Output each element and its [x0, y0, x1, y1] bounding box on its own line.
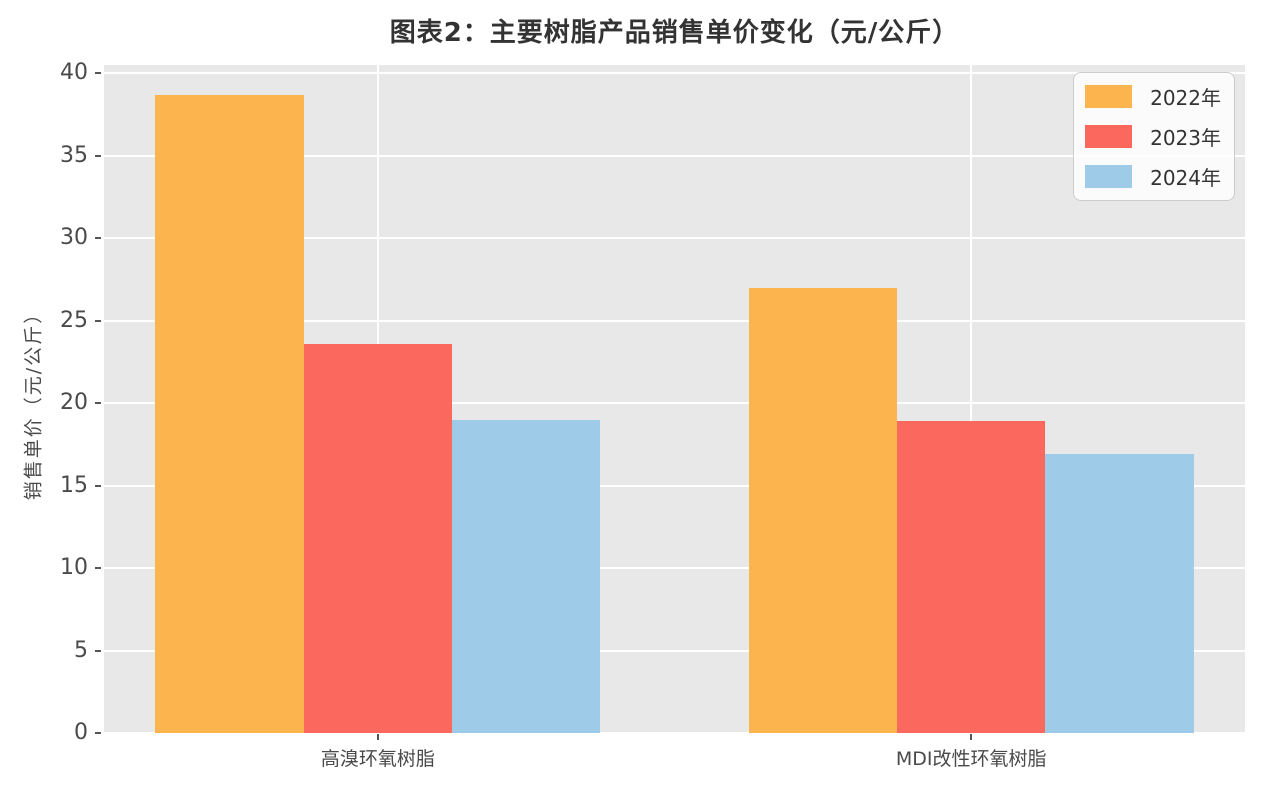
y-gridline: [104, 72, 1245, 75]
legend-item-2022年: 2022年: [1085, 82, 1221, 111]
legend-label-2023年: 2023年: [1150, 126, 1221, 150]
y-gridline: [104, 237, 1245, 240]
legend-swatch-2022年: [1085, 85, 1133, 108]
plot-area: 2022年 2023年 2024年: [104, 65, 1245, 734]
x-tick-label-1: MDI改性环氧树脂: [895, 748, 1047, 770]
y-tick-mark: [95, 72, 101, 75]
y-tick-mark: [95, 237, 101, 240]
bar-2024年-0: [452, 419, 601, 733]
y-tick-label: 25: [60, 307, 88, 333]
y-tick-label: 15: [60, 472, 88, 498]
bar-2022年-1: [748, 287, 897, 733]
legend: 2022年 2023年 2024年: [1073, 72, 1235, 201]
y-tick-label: 10: [60, 555, 88, 581]
bar-2024年-1: [1045, 454, 1194, 733]
bar-2023年-0: [303, 343, 452, 733]
y-gridline: [104, 649, 1245, 652]
y-tick-label: 20: [60, 390, 88, 416]
y-tick-mark: [95, 732, 101, 734]
legend-item-2023年: 2023年: [1085, 122, 1221, 151]
chart-title: 图表2：主要树脂产品销售单价变化（元/公斤）: [389, 18, 960, 48]
y-tick-mark: [95, 402, 101, 405]
y-gridline: [104, 732, 1245, 734]
y-tick-label: 0: [74, 720, 88, 745]
y-tick-label: 35: [60, 142, 88, 168]
y-gridline: [104, 567, 1245, 570]
y-tick-mark: [95, 484, 101, 487]
bar-2023年-1: [896, 421, 1046, 733]
legend-label-2024年: 2024年: [1150, 166, 1221, 190]
y-gridline: [104, 154, 1245, 157]
y-tick-label: 40: [60, 60, 88, 86]
x-tick-mark: [376, 734, 379, 740]
x-gridline: [970, 65, 973, 733]
legend-swatch-2023年: [1085, 125, 1133, 148]
legend-label-2022年: 2022年: [1150, 86, 1221, 110]
y-tick-label: 30: [60, 225, 88, 251]
y-tick-mark: [95, 154, 101, 157]
y-tick-mark: [95, 319, 101, 322]
y-tick-mark: [95, 649, 101, 652]
y-tick-label: 5: [74, 637, 88, 663]
legend-swatch-2024年: [1085, 165, 1133, 188]
x-tick-mark: [970, 734, 973, 740]
x-tick-label-0: 高溴环氧树脂: [320, 748, 435, 770]
legend-item-2024年: 2024年: [1085, 162, 1221, 191]
y-tick-mark: [95, 567, 101, 570]
bar-2022年-0: [155, 94, 304, 733]
y-gridline: [104, 484, 1245, 487]
y-gridline: [104, 402, 1245, 405]
y-gridline: [104, 319, 1245, 322]
